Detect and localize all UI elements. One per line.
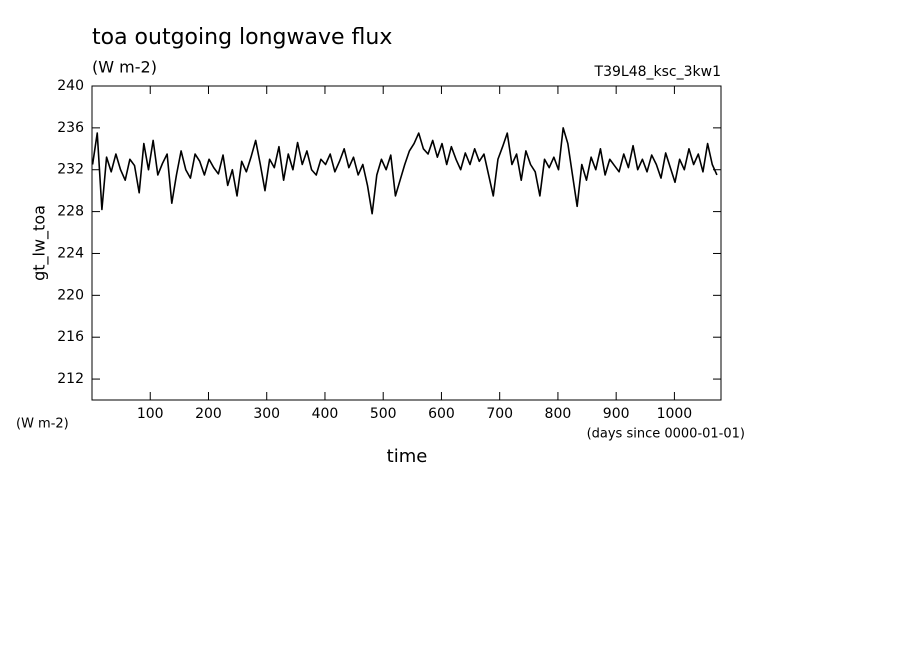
y-tick-label: 212 <box>57 371 84 387</box>
subtitle: (W m-2) <box>92 58 157 77</box>
y-units: (W m-2) <box>16 417 69 432</box>
x-tick-label: 700 <box>486 406 513 422</box>
x-axis-label: time <box>387 446 428 467</box>
x-tick-label: 500 <box>370 406 397 422</box>
x-tick-label: 600 <box>428 406 455 422</box>
x-tick-label: 900 <box>603 406 630 422</box>
annotation: T39L48_ksc_3kw1 <box>594 64 721 80</box>
chart-title: toa outgoing longwave flux <box>92 25 392 50</box>
y-tick-label: 240 <box>57 78 84 94</box>
y-tick-label: 228 <box>57 204 84 220</box>
y-tick-label: 216 <box>57 329 84 345</box>
y-tick-label: 236 <box>57 120 84 136</box>
x-units: (days since 0000-01-01) <box>587 427 745 442</box>
y-tick-label: 224 <box>57 245 84 261</box>
x-tick-label: 200 <box>195 406 222 422</box>
x-tick-label: 300 <box>253 406 280 422</box>
x-tick-label: 400 <box>312 406 339 422</box>
plot-frame <box>91 85 722 401</box>
y-tick-label: 220 <box>57 287 84 303</box>
data-line <box>91 127 718 215</box>
x-tick-label: 800 <box>545 406 572 422</box>
y-axis-label: gt_lw_toa <box>30 205 50 281</box>
y-tick-label: 232 <box>57 162 84 178</box>
x-tick-label: 100 <box>137 406 164 422</box>
x-tick-label: 1000 <box>657 406 693 422</box>
